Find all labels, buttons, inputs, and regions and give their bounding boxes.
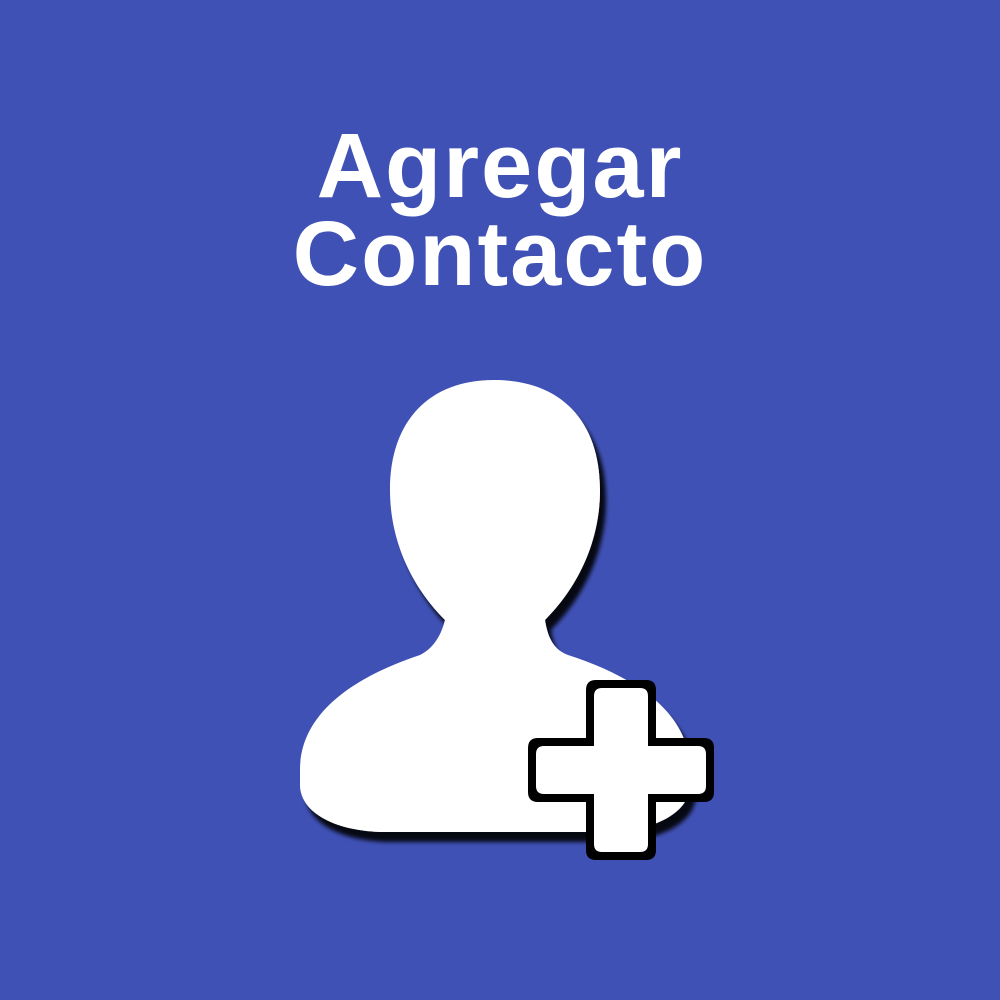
- plus-icon: [528, 680, 714, 860]
- page-title: Agregar Contacto: [0, 115, 1000, 305]
- title-line-1: Agregar: [316, 115, 684, 217]
- title-line-2: Contacto: [292, 203, 708, 305]
